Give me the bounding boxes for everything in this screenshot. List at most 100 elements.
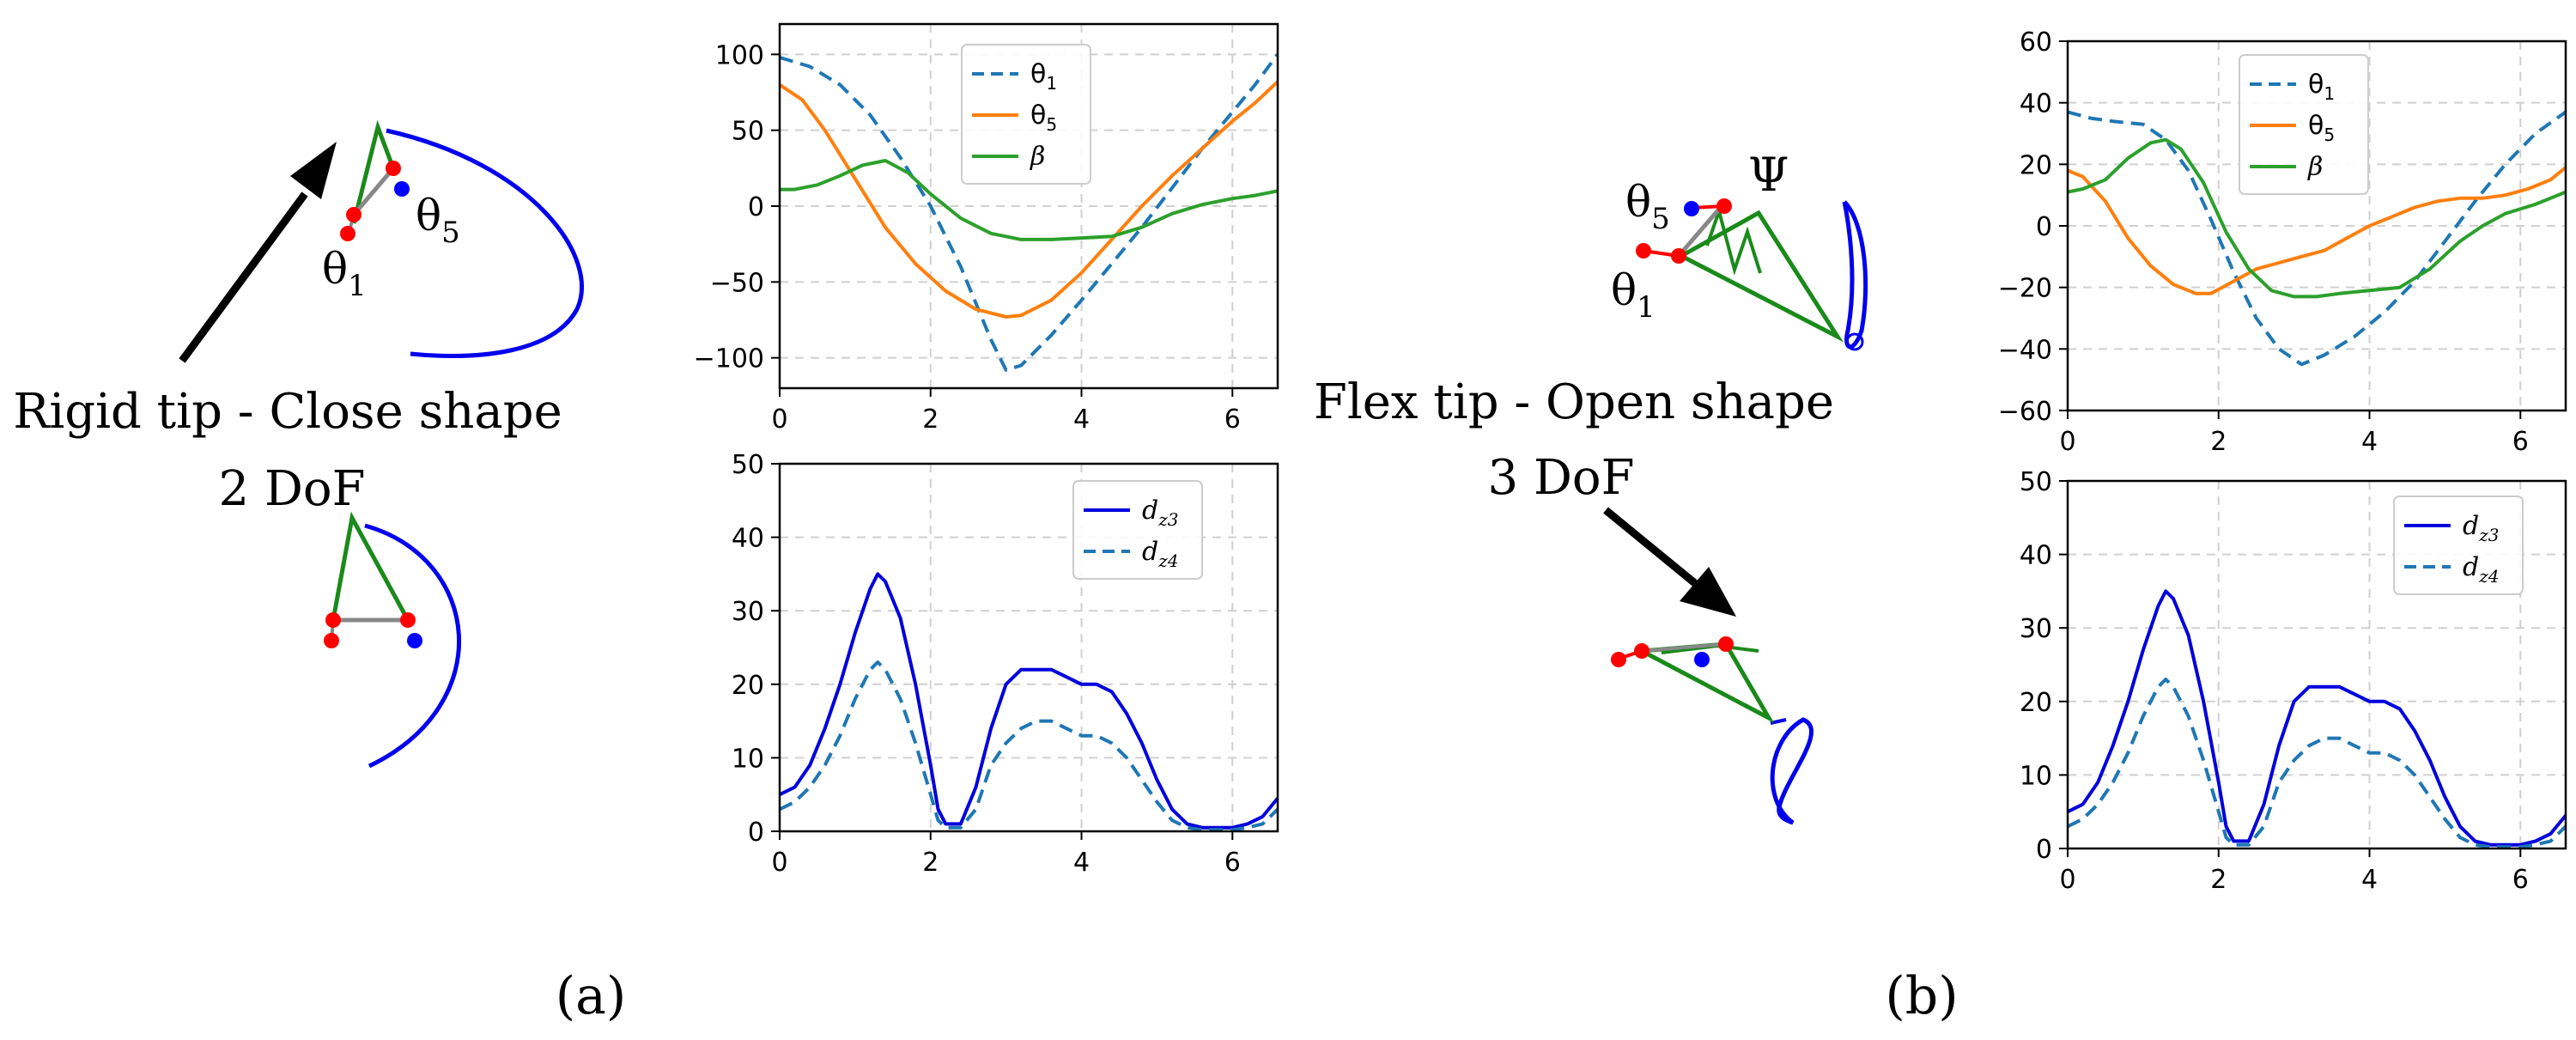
gray-link-upper	[352, 167, 395, 216]
dof-a: 2 DoF	[219, 461, 366, 517]
x-tick-label: 0	[2059, 427, 2075, 457]
joint-red-lower-1	[325, 612, 341, 628]
legend-label: θ5	[2308, 111, 2335, 145]
y-tick-label: −20	[1998, 274, 2052, 304]
series-group	[780, 53, 1278, 372]
y-tick-label: 10	[732, 744, 764, 774]
blue-trajectory-open-upper	[1842, 200, 1868, 350]
x-tick-label: 6	[1224, 404, 1241, 435]
panel-label-b: (b)	[1885, 966, 1958, 1026]
series-group	[2068, 589, 2566, 848]
gray-link-flex-upper	[1677, 204, 1723, 258]
series-line-theta5	[2068, 166, 2566, 295]
legend-box	[2239, 54, 2369, 195]
y-tick-label: 0	[2036, 835, 2052, 865]
arrow-head-b	[1680, 567, 1736, 617]
y-tick-label: 0	[748, 192, 764, 222]
joint-red-lower-3	[400, 612, 416, 628]
joint-blue-upper	[394, 181, 410, 197]
joint-red-flex-lower-1	[1611, 652, 1626, 667]
legend-label: θ5	[1030, 100, 1057, 135]
theta5-label-b: θ5	[1625, 177, 1670, 236]
x-tick-label: 0	[2059, 865, 2075, 895]
series-line-dz4	[780, 660, 1278, 831]
x-tick-label: 6	[2512, 427, 2529, 457]
x-tick-label: 4	[2361, 865, 2378, 895]
x-tick-label: 4	[1073, 848, 1090, 878]
series-line-dz3	[780, 572, 1278, 830]
legend-label: θ1	[2308, 70, 2335, 104]
legend-label: dz4	[1142, 537, 1178, 571]
axes-frame	[778, 462, 1279, 833]
legend-label: dz3	[1142, 496, 1178, 530]
x-tick-label: 2	[2210, 865, 2227, 895]
joint-red-upper-1	[346, 207, 361, 222]
arrow-shaft-b	[1603, 507, 1698, 587]
arrow-shaft-a	[179, 192, 308, 363]
joint-red-flex-lower-3	[1718, 636, 1734, 652]
legend: θ1 θ5 β	[2239, 54, 2369, 195]
series-line-theta1	[2068, 110, 2566, 367]
green-link-upper	[351, 119, 396, 224]
y-tick-label: 10	[2020, 761, 2052, 791]
y-tick-label: 60	[2020, 27, 2052, 58]
tip-circle-flex-upper	[1845, 332, 1864, 351]
axes-frame	[2066, 479, 2567, 850]
dof-b: 3 DoF	[1488, 450, 1635, 506]
psi-label-b: Ψ	[1748, 148, 1789, 202]
y-tick-label: 0	[2036, 212, 2052, 242]
blue-trajectory-open-lower	[1770, 717, 1814, 825]
series-group	[2068, 110, 2566, 367]
blue-trajectory-closed-upper	[386, 128, 584, 358]
y-tick-label: −100	[694, 344, 764, 374]
theta1-label-b: θ1	[1611, 265, 1656, 325]
joint-blue-flex-lower	[1694, 652, 1710, 667]
panel-label-a: (a)	[556, 966, 627, 1026]
series-line-dz3	[2068, 589, 2566, 847]
x-tick-label: 2	[922, 848, 939, 878]
y-tick-label: 50	[732, 450, 764, 480]
legend-box	[1072, 480, 1203, 580]
joint-red-upper-3	[386, 161, 401, 176]
legend-label: β	[1030, 142, 1045, 172]
y-tick-label: 50	[2020, 467, 2052, 497]
x-tick-label: 2	[2210, 427, 2227, 457]
legend-label: β	[2307, 152, 2323, 182]
joint-red-upper-2	[340, 226, 355, 241]
diagram-flex-tip: θ5 θ1 Ψ Flex tip - Open shape 3 DoF	[1314, 148, 1868, 825]
y-tick-label: 30	[2020, 614, 2052, 644]
gray-link-flex-lower	[1641, 642, 1727, 653]
legend-label: θ1	[1030, 59, 1057, 94]
y-tick-label: 50	[732, 117, 764, 147]
series-group	[780, 572, 1278, 831]
x-tick-label: 6	[2512, 865, 2529, 895]
series-line-theta5	[780, 80, 1278, 319]
diagram-rigid-tip: θ1 θ5 Rigid tip - Close shape 2 DoF	[13, 119, 584, 769]
x-tick-label: 0	[771, 848, 787, 878]
y-tick-label: 40	[2020, 89, 2052, 119]
green-link-flex-upper	[1680, 210, 1844, 343]
theta1-label-a: θ1	[322, 244, 367, 303]
chart-a-angles: 0 2 4 6 −100 −50 0 50 100 θ1 θ5 β	[694, 22, 1279, 435]
y-tick-label: 0	[748, 818, 764, 848]
caption-a: Rigid tip - Close shape	[13, 384, 562, 440]
joint-red-flex-upper-2	[1636, 243, 1651, 258]
series-line-beta	[780, 159, 1278, 241]
y-tick-label: 40	[732, 524, 764, 554]
y-tick-label: 20	[2020, 150, 2052, 180]
joint-red-flex-lower-2	[1634, 643, 1649, 659]
legend-label: dz4	[2463, 552, 2499, 587]
series-line-dz4	[2068, 678, 2566, 848]
x-tick-label: 4	[1073, 404, 1090, 435]
joint-red-flex-upper-3	[1671, 248, 1686, 264]
joint-blue-flex-upper	[1684, 201, 1699, 216]
y-tick-label: 20	[2020, 688, 2052, 718]
y-tick-label: −60	[1998, 397, 2052, 427]
joint-red-lower-2	[324, 633, 339, 648]
y-tick-label: 30	[732, 597, 764, 627]
y-tick-label: 20	[732, 671, 764, 701]
